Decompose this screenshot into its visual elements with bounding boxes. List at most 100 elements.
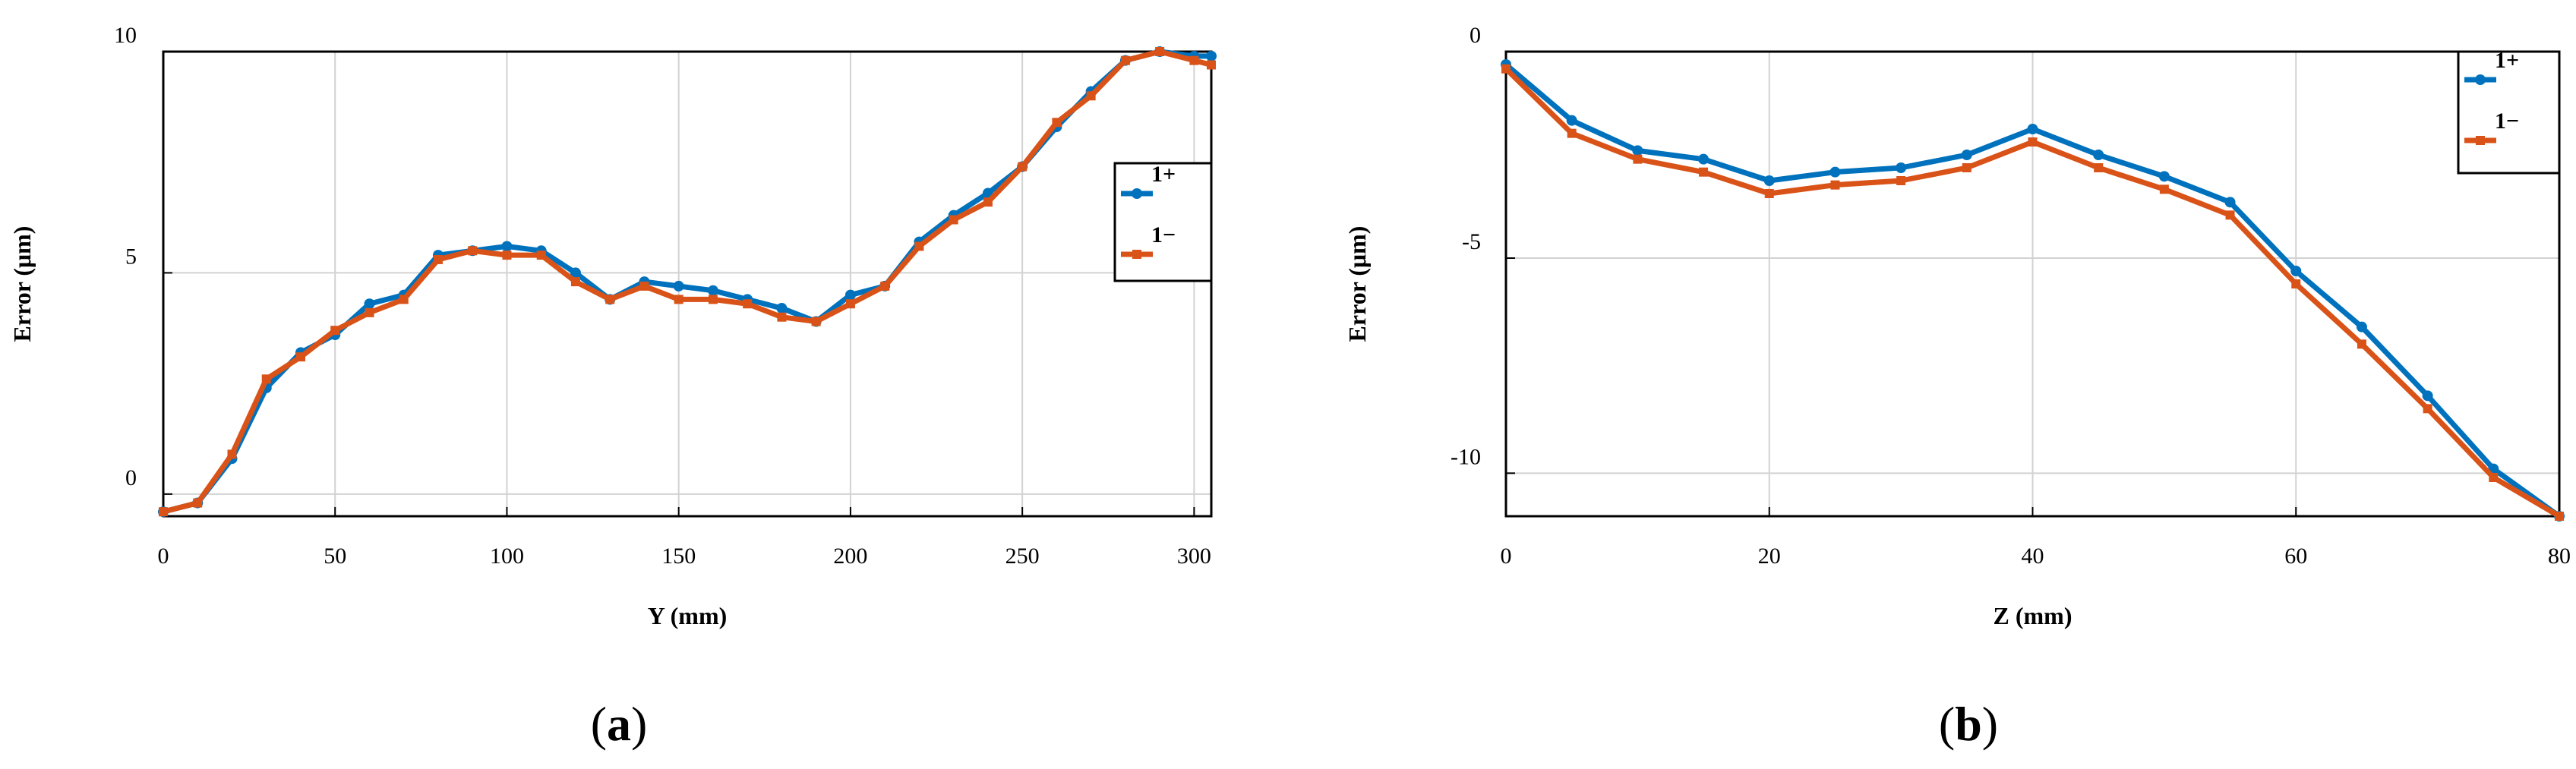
legend-label: 1−: [1151, 222, 1176, 247]
caption-open: (: [1939, 697, 1955, 751]
caption-close: ): [1982, 697, 1998, 751]
data-point: [811, 317, 821, 326]
data-point: [605, 295, 615, 304]
data-point: [639, 281, 649, 291]
data-point: [1896, 162, 1907, 173]
data-point: [845, 299, 855, 309]
data-point: [2159, 184, 2169, 194]
x-axis-label: Z (mm): [1994, 602, 2072, 629]
data-point: [2422, 390, 2433, 402]
data-point: [949, 215, 958, 225]
data-point: [776, 303, 788, 314]
data-point: [2357, 339, 2366, 349]
y-axis-label: Error (μm): [1343, 226, 1371, 342]
data-point: [2291, 279, 2301, 288]
x-tick-label: 250: [1005, 544, 1040, 569]
legend-marker: [2475, 74, 2486, 85]
legend-box: [1113, 162, 1213, 282]
data-point: [2027, 124, 2038, 134]
data-point: [1632, 145, 1643, 156]
data-point: [261, 374, 271, 384]
data-point: [2489, 473, 2499, 482]
data-point: [295, 352, 305, 362]
caption-letter: b: [1955, 697, 1982, 751]
data-point: [1120, 55, 1130, 65]
x-tick-label: 80: [2548, 544, 2571, 569]
data-point: [1052, 118, 1062, 128]
data-point: [2423, 404, 2432, 414]
data-point: [502, 251, 512, 260]
x-tick-label: 200: [833, 544, 867, 569]
data-point: [193, 498, 203, 508]
data-point: [2028, 137, 2038, 147]
data-point: [227, 449, 237, 459]
data-point: [983, 197, 993, 207]
data-point: [1207, 60, 1216, 70]
data-point: [433, 254, 443, 264]
x-tick-label: 0: [1501, 544, 1512, 569]
data-point: [2224, 197, 2236, 208]
caption-close: ): [631, 697, 647, 751]
data-point: [364, 298, 375, 310]
y-tick-label: -10: [1451, 444, 1481, 469]
data-point: [1698, 153, 1709, 165]
data-point: [844, 289, 856, 301]
data-point: [1633, 154, 1643, 164]
data-point: [673, 280, 684, 292]
data-point: [159, 507, 168, 517]
data-point: [2555, 512, 2564, 521]
data-point: [365, 307, 374, 317]
data-point: [1961, 150, 1972, 160]
x-tick-label: 40: [2022, 544, 2044, 569]
data-point: [707, 285, 718, 296]
data-point: [674, 295, 683, 304]
data-point: [570, 277, 580, 287]
data-point: [1086, 91, 1096, 101]
data-point: [743, 299, 753, 309]
data-point: [1566, 115, 1577, 126]
y-tick-label: 0: [125, 465, 137, 490]
data-point: [2356, 321, 2367, 332]
y-axis-label: Error (μm): [8, 226, 36, 342]
data-point: [1764, 189, 1774, 198]
data-point: [536, 251, 546, 260]
x-tick-label: 100: [490, 544, 524, 569]
x-tick-label: 300: [1177, 544, 1211, 569]
data-point: [2093, 150, 2104, 160]
data-point: [501, 241, 513, 252]
x-tick-label: 50: [324, 544, 346, 569]
data-point: [1189, 55, 1199, 65]
legend-box: [2457, 50, 2561, 175]
data-point: [1155, 47, 1165, 56]
y-tick-label: 5: [125, 244, 137, 269]
data-point: [914, 241, 924, 251]
legend-marker: [1132, 188, 1142, 199]
legend-label: 1+: [2495, 48, 2519, 73]
y-tick-label: 10: [114, 23, 137, 48]
data-point: [330, 326, 340, 336]
caption-letter: a: [607, 697, 631, 751]
data-point: [1829, 166, 1841, 178]
y-tick-label: -5: [1462, 229, 1481, 254]
data-point: [1501, 64, 1511, 74]
data-point: [777, 312, 787, 322]
panel-caption: (a): [591, 697, 648, 751]
data-point: [1896, 176, 1906, 185]
panel-caption: (b): [1939, 697, 1998, 751]
legend-marker: [1132, 250, 1141, 259]
chart-panel-b: 0 20 40 60 80 0 -5 -10 Z (mm) Error (μm) 1+ 1− (b): [1343, 23, 2571, 751]
data-point: [1962, 163, 1971, 172]
data-point: [2158, 171, 2170, 182]
data-point: [1018, 162, 1028, 172]
x-tick-label: 20: [1758, 544, 1781, 569]
data-point: [570, 267, 581, 279]
data-point: [708, 295, 718, 304]
data-point: [1763, 175, 1775, 186]
data-point: [468, 246, 478, 256]
legend-marker: [2476, 136, 2485, 145]
legend-label: 1+: [1151, 162, 1176, 187]
data-point: [1567, 128, 1577, 138]
data-point: [880, 281, 890, 291]
data-point: [1699, 167, 1709, 177]
